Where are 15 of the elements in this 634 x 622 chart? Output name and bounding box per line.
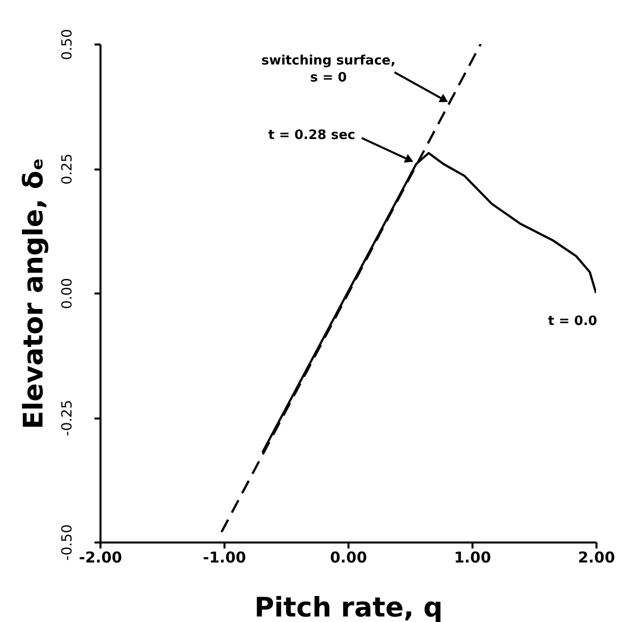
x-axis-title: Pitch rate, q — [254, 592, 443, 622]
annotation: switching surface, s = 0 — [261, 53, 396, 86]
y-tick-label: 0.25 — [60, 153, 76, 185]
y-tick-label: -0.25 — [60, 400, 76, 436]
x-tick-label: -1.00 — [202, 548, 246, 566]
y-tick-label: 0.50 — [60, 28, 76, 60]
annotation: t = 0.28 sec — [268, 128, 356, 144]
y-tick-label: 0.00 — [60, 278, 76, 310]
x-tick-label: 1.00 — [454, 548, 492, 566]
x-tick-label: 2.00 — [578, 548, 616, 566]
y-tick-label: -0.50 — [60, 524, 76, 561]
x-tick-label: -2.00 — [78, 548, 122, 566]
y-axis-title: Elevator angle, δₑ — [18, 158, 50, 430]
x-tick-label: 0.00 — [330, 548, 368, 566]
annotation: t = 0.0 — [548, 314, 598, 329]
